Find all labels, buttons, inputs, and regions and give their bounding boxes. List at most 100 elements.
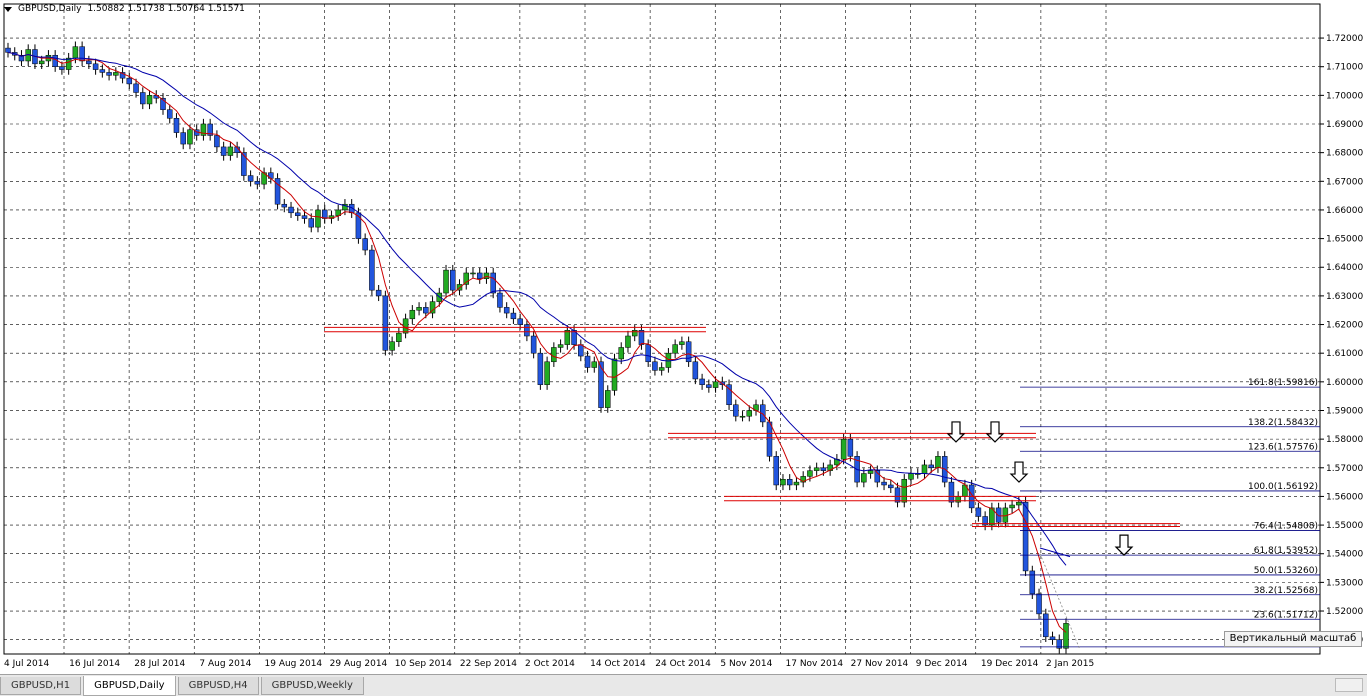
candle-body xyxy=(369,249,375,291)
candle-body xyxy=(618,347,624,360)
candle-body xyxy=(840,438,847,460)
candle-body xyxy=(160,97,166,110)
fib-level-label: 138.2(1.58432) xyxy=(1248,418,1318,428)
candle-body xyxy=(780,478,786,486)
candle-body xyxy=(443,269,449,294)
candle-body xyxy=(867,470,874,474)
candle-body xyxy=(605,390,611,408)
x-tick-label: 29 Aug 2014 xyxy=(330,659,388,669)
candle-body xyxy=(827,464,833,471)
candle-body xyxy=(220,146,227,156)
candle-body xyxy=(166,109,173,119)
y-tick-label: 1.55000 xyxy=(1326,521,1363,531)
candle-body xyxy=(497,292,503,308)
candle-body xyxy=(631,330,638,337)
dropdown-triangle-icon[interactable] xyxy=(4,6,12,12)
candle-body xyxy=(726,384,732,406)
x-tick-label: 28 Jul 2014 xyxy=(134,659,185,669)
x-tick-label: 2 Jan 2015 xyxy=(1046,659,1094,669)
candle-body xyxy=(1063,623,1069,649)
candle-body xyxy=(874,470,881,483)
candle-body xyxy=(935,456,941,469)
candle-body xyxy=(995,507,1002,523)
candle-body xyxy=(524,324,530,337)
candle-body xyxy=(321,209,328,219)
y-tick-label: 1.60000 xyxy=(1326,378,1363,388)
candle-body xyxy=(537,352,544,385)
fib-level-label: 123.6(1.57576) xyxy=(1248,442,1318,452)
tab-gbpusd-weekly[interactable]: GBPUSD,Weekly xyxy=(260,677,364,695)
candle-body xyxy=(921,464,928,474)
tab-gbpusd-daily[interactable]: GBPUSD,Daily xyxy=(83,676,176,696)
tab-gbpusd-h4[interactable]: GBPUSD,H4 xyxy=(177,677,259,695)
candle-body xyxy=(645,344,651,363)
candle-body xyxy=(423,307,429,314)
candle-body xyxy=(140,92,146,105)
candle-body xyxy=(315,209,321,228)
candle-body xyxy=(396,332,402,342)
tab-scroll-button[interactable] xyxy=(1335,678,1363,692)
candle-body xyxy=(746,410,753,417)
candle-body xyxy=(807,470,813,477)
candle-body xyxy=(65,57,72,70)
candle-body xyxy=(611,358,618,391)
candle-body xyxy=(685,341,692,363)
down-arrow-icon xyxy=(1114,534,1134,556)
candle-body xyxy=(301,215,308,219)
y-tick-label: 1.72000 xyxy=(1326,34,1363,44)
candle-body xyxy=(1016,501,1022,506)
down-arrow-icon xyxy=(946,421,966,443)
candle-body xyxy=(975,507,982,517)
candle-body xyxy=(254,181,261,185)
y-tick-label: 1.64000 xyxy=(1326,263,1363,273)
candle-body xyxy=(881,481,887,486)
candle-body xyxy=(126,77,133,85)
moving-average-slow xyxy=(7,51,1067,566)
candle-body xyxy=(861,473,867,483)
y-tick-label: 1.63000 xyxy=(1326,292,1363,302)
candle-body xyxy=(530,335,537,354)
x-tick-label: 2 Oct 2014 xyxy=(525,659,575,669)
candle-body xyxy=(106,72,112,76)
candle-body xyxy=(793,481,800,486)
candle-body xyxy=(288,206,294,214)
candle-body xyxy=(18,54,25,62)
candle-body xyxy=(652,361,658,371)
down-arrow-icon xyxy=(985,421,1005,443)
trend-projection-line xyxy=(1039,553,1081,650)
tab-gbpusd-h1[interactable]: GBPUSD,H1 xyxy=(0,677,82,695)
price-chart[interactable]: 1.72000 1.71000 1.70000 1.69000 1.68000 1.670… xyxy=(0,0,1367,674)
candle-body xyxy=(813,467,820,471)
candle-body xyxy=(692,361,699,380)
fib-level-label: 38.2(1.52568) xyxy=(1254,586,1318,596)
candle-body xyxy=(1056,639,1063,649)
candle-body xyxy=(1049,636,1056,640)
candle-body xyxy=(470,272,476,275)
ohlc-values: 1.50882 1.51738 1.50764 1.51571 xyxy=(87,4,245,14)
x-tick-label: 7 Aug 2014 xyxy=(199,659,251,669)
candle-body xyxy=(119,72,126,79)
candle-body xyxy=(948,481,955,503)
y-tick-label: 1.58000 xyxy=(1326,435,1363,445)
candle-body xyxy=(463,272,469,285)
candle-body xyxy=(638,330,645,345)
candle-body xyxy=(557,344,564,348)
vertical-scale-tooltip: Вертикальный масштаб xyxy=(1224,631,1362,647)
y-tick-label: 1.70000 xyxy=(1326,91,1363,101)
candle-body xyxy=(92,63,99,70)
candle-body xyxy=(672,344,678,354)
y-tick-label: 1.65000 xyxy=(1326,235,1363,245)
candle-body xyxy=(888,484,894,489)
fib-level-label: 76.4(1.54808) xyxy=(1254,522,1318,532)
candle-body xyxy=(207,123,213,136)
candle-body xyxy=(658,367,665,371)
y-tick-label: 1.57000 xyxy=(1326,464,1363,474)
chart-area[interactable]: 1.72000 1.71000 1.70000 1.69000 1.68000 1.670… xyxy=(0,0,1367,674)
candle-body xyxy=(733,404,739,417)
candle-body xyxy=(584,355,591,368)
candle-body xyxy=(517,318,523,325)
candle-body xyxy=(429,301,436,314)
candle-body xyxy=(955,496,961,503)
chart-frame xyxy=(3,3,1321,655)
candle-body xyxy=(409,309,416,320)
